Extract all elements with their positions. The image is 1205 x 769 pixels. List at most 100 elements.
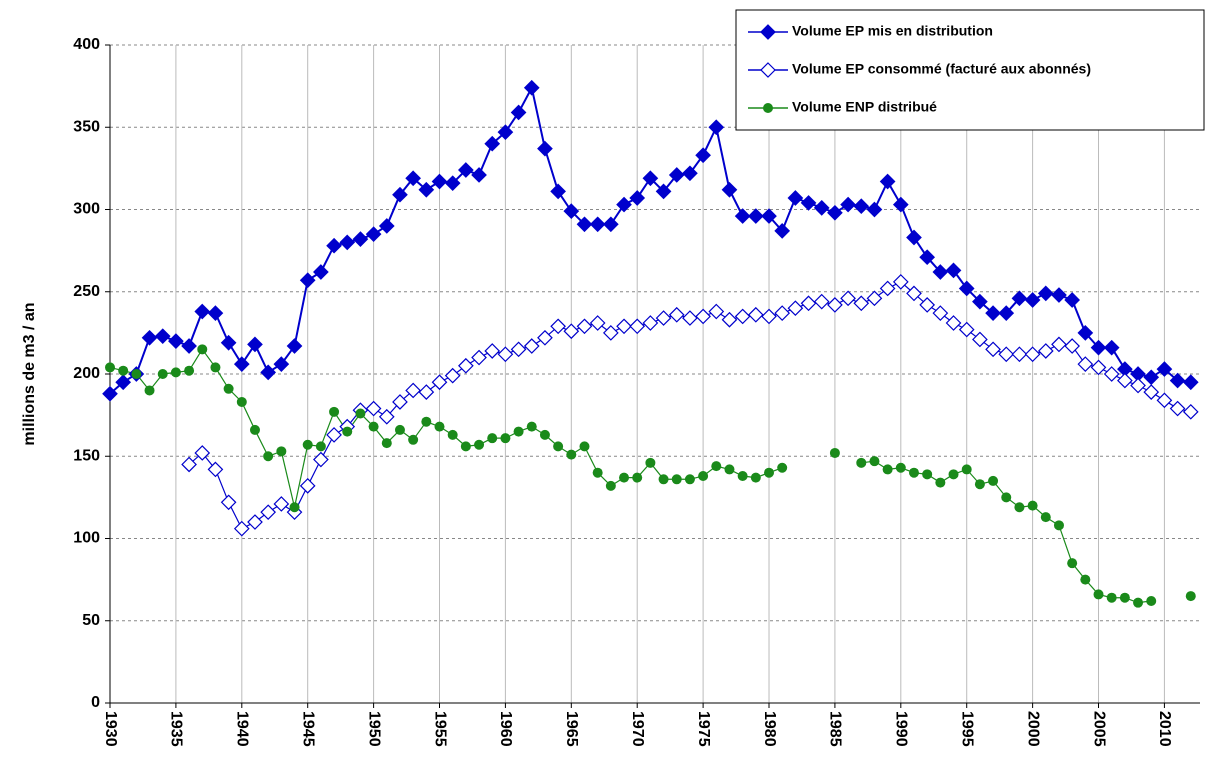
point <box>958 321 975 338</box>
point <box>721 181 738 198</box>
point <box>460 441 471 452</box>
point <box>233 520 250 537</box>
point <box>181 456 197 473</box>
point <box>184 365 195 376</box>
point <box>510 341 527 358</box>
point <box>194 445 211 461</box>
point <box>157 369 168 379</box>
y-tick-label: 0 <box>91 694 100 711</box>
point <box>945 315 962 331</box>
point <box>286 338 303 354</box>
x-tick-label: 1965 <box>563 711 580 747</box>
point <box>1040 512 1051 523</box>
y-tick-label: 300 <box>73 201 100 218</box>
point <box>668 167 685 183</box>
point <box>249 424 260 435</box>
x-tick-label: 1995 <box>958 711 975 747</box>
point <box>853 198 870 215</box>
point <box>853 295 870 312</box>
point <box>315 441 326 452</box>
point <box>263 451 274 462</box>
point <box>289 502 300 513</box>
point <box>682 165 698 182</box>
point <box>750 472 761 483</box>
point <box>431 173 448 190</box>
point <box>168 333 184 349</box>
point <box>935 477 946 488</box>
point <box>787 190 804 206</box>
point <box>1182 374 1199 391</box>
point <box>787 300 804 317</box>
point <box>892 196 909 213</box>
point <box>154 328 171 345</box>
point <box>118 365 129 376</box>
point <box>695 308 711 325</box>
point <box>539 429 550 440</box>
point <box>906 229 922 246</box>
point <box>882 464 893 475</box>
point <box>365 226 382 243</box>
point <box>1080 574 1091 585</box>
point <box>497 346 514 363</box>
point <box>487 433 498 444</box>
y-tick-label: 250 <box>73 283 100 300</box>
point <box>1146 596 1157 607</box>
point <box>1093 589 1104 600</box>
x-tick-label: 1985 <box>827 711 844 747</box>
legend: Volume EP mis en distribution Volume EP c… <box>735 9 1205 131</box>
point <box>444 367 461 384</box>
point <box>1143 384 1160 400</box>
point <box>510 104 527 121</box>
point <box>392 394 408 410</box>
x-tick-label: 1990 <box>893 711 910 747</box>
point <box>906 285 922 302</box>
point <box>523 79 540 96</box>
point <box>961 464 972 475</box>
point <box>194 303 211 320</box>
point <box>655 310 672 326</box>
point <box>405 170 421 187</box>
point <box>642 315 659 331</box>
point <box>724 464 735 475</box>
point <box>339 234 356 251</box>
point <box>774 223 791 239</box>
point <box>972 331 988 348</box>
point <box>102 385 118 402</box>
point <box>734 208 751 224</box>
point <box>734 308 751 325</box>
point <box>394 424 405 435</box>
point <box>378 218 395 234</box>
x-tick-label: 1955 <box>431 711 448 747</box>
point <box>1037 285 1054 302</box>
point <box>866 290 883 307</box>
x-tick-label: 1940 <box>234 711 251 747</box>
point <box>513 426 524 437</box>
point <box>474 439 485 450</box>
point <box>747 208 764 224</box>
point <box>708 119 725 136</box>
point <box>829 447 840 458</box>
point <box>115 374 132 391</box>
point <box>1185 591 1196 602</box>
point <box>1011 290 1028 307</box>
point <box>919 249 936 266</box>
point <box>1169 400 1186 417</box>
point <box>879 173 896 190</box>
point <box>313 451 329 468</box>
point <box>892 274 909 290</box>
point <box>1106 592 1117 603</box>
point <box>458 357 474 374</box>
point <box>602 216 619 233</box>
point <box>658 474 669 485</box>
point <box>1077 325 1094 341</box>
point <box>856 457 867 468</box>
point <box>207 305 224 321</box>
point <box>1051 336 1067 353</box>
point <box>576 318 593 335</box>
point <box>605 480 616 491</box>
y-axis-label: millions de m3 / an <box>21 302 38 445</box>
point <box>974 479 985 490</box>
point <box>589 216 606 233</box>
point <box>302 439 313 450</box>
x-tick-label: 2010 <box>1156 711 1173 747</box>
